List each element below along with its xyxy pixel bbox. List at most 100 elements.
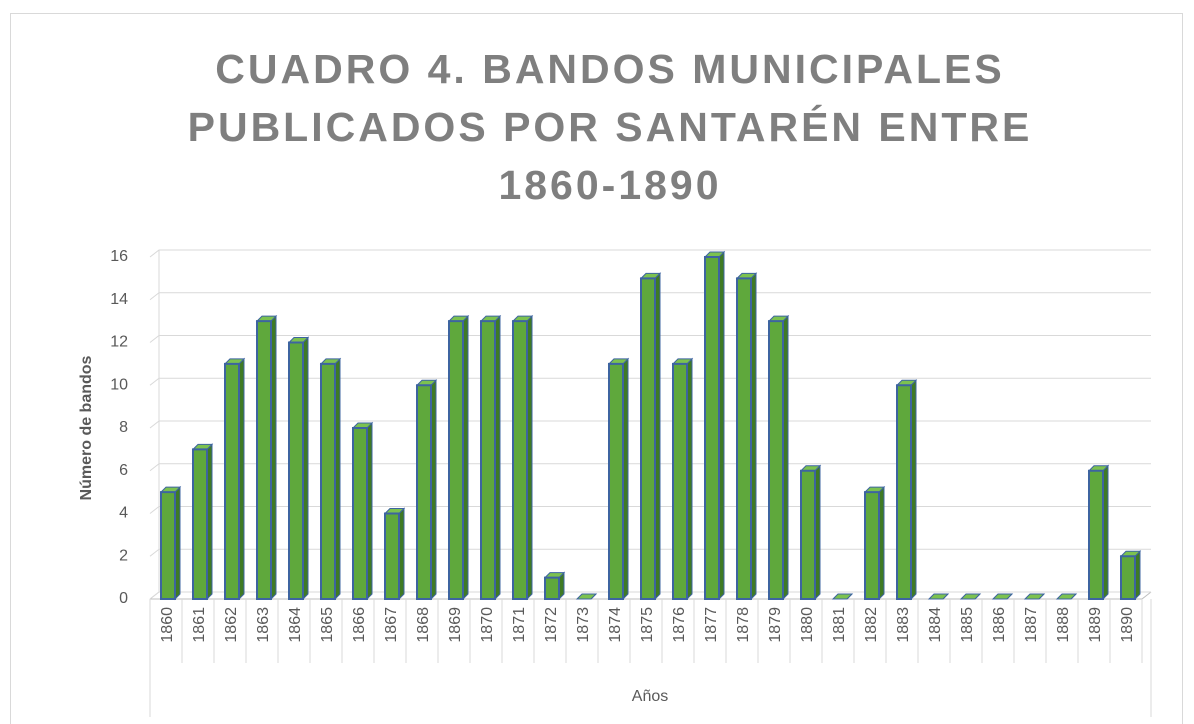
bar — [831, 593, 854, 600]
bar — [255, 314, 278, 601]
grid-line — [149, 249, 1151, 258]
x-tick-label: 1875 — [639, 607, 656, 643]
bar-front — [288, 341, 304, 600]
bar-top — [991, 593, 1014, 600]
x-tick-label: 1885 — [959, 607, 976, 643]
bar-front — [224, 362, 240, 600]
bar — [191, 443, 214, 601]
x-tick-label: 1863 — [255, 607, 272, 643]
bar — [959, 593, 982, 600]
bar — [639, 272, 662, 601]
bar-front — [352, 427, 368, 600]
bar — [799, 464, 822, 601]
bar — [863, 485, 886, 601]
bar — [287, 336, 310, 601]
bar — [735, 272, 758, 601]
bar-top — [831, 593, 854, 600]
bar — [895, 379, 918, 601]
bar-front — [896, 384, 912, 600]
bar-front — [672, 362, 688, 600]
bar — [1023, 593, 1046, 600]
bar-front — [192, 448, 208, 600]
grid-line — [149, 377, 1151, 386]
bar-top — [959, 593, 982, 600]
bar-front — [384, 512, 400, 600]
bar-front — [256, 320, 272, 600]
bar — [575, 593, 598, 600]
bar — [383, 507, 406, 601]
x-tick-label: 1890 — [1119, 607, 1136, 643]
bar-top — [1023, 593, 1046, 600]
bar — [671, 357, 694, 601]
x-tick-label: 1879 — [767, 607, 784, 643]
grid-line — [149, 463, 1151, 472]
x-tick-label: 1867 — [383, 607, 400, 643]
y-tick-label: 14 — [110, 291, 128, 308]
x-axis-title: Años — [632, 688, 668, 705]
x-tick-label: 1862 — [223, 607, 240, 643]
bar — [351, 421, 374, 601]
bar-front — [448, 320, 464, 600]
bar — [1087, 464, 1110, 601]
bar-front — [1088, 469, 1104, 600]
y-tick-label: 12 — [110, 334, 128, 351]
x-tick-label: 1865 — [319, 607, 336, 643]
y-tick-label: 10 — [110, 376, 128, 393]
bar — [223, 357, 246, 601]
x-tick-label: 1870 — [479, 607, 496, 643]
y-tick-label: 4 — [119, 505, 128, 522]
grid-line — [149, 335, 1151, 343]
bar-front — [416, 384, 432, 600]
x-tick-label: 1866 — [351, 607, 368, 643]
x-tick-label: 1872 — [543, 607, 560, 643]
bar-front — [320, 362, 336, 600]
y-tick-label: 0 — [119, 590, 128, 607]
y-axis-title: Número de bandos — [78, 355, 95, 500]
bar-front — [480, 320, 496, 600]
bar — [927, 593, 950, 600]
x-tick-label: 1881 — [831, 607, 848, 643]
grid-line — [149, 292, 1151, 301]
y-tick-label: 2 — [119, 547, 128, 564]
x-tick-label: 1877 — [703, 607, 720, 643]
bar — [319, 357, 342, 601]
x-tick-label: 1880 — [799, 607, 816, 643]
chart-title: CUADRO 4. BANDOS MUNICIPALES PUBLICADOS … — [187, 46, 1033, 208]
bar-front — [1120, 555, 1136, 600]
bar — [543, 571, 566, 601]
bar-front — [864, 491, 880, 600]
bar-top — [1055, 593, 1078, 600]
bar-top — [927, 593, 950, 600]
x-tick-label: 1860 — [159, 607, 176, 643]
bar-front — [704, 256, 720, 600]
y-tick-label: 6 — [119, 462, 128, 479]
bar — [511, 314, 534, 601]
x-tick-label: 1873 — [575, 607, 592, 643]
y-tick-label: 16 — [110, 248, 128, 265]
bar — [447, 314, 470, 601]
bar — [479, 314, 502, 601]
x-tick-label: 1861 — [191, 607, 208, 643]
bar-front — [640, 277, 656, 600]
bar — [703, 250, 726, 601]
bar — [991, 593, 1014, 600]
x-tick-label: 1874 — [607, 607, 624, 643]
bar-top — [575, 593, 598, 600]
bar — [607, 357, 630, 601]
chart-border — [10, 13, 1183, 724]
bar — [159, 485, 182, 601]
bar-front — [768, 320, 784, 600]
bar — [415, 379, 438, 601]
x-tick-label: 1888 — [1055, 607, 1072, 643]
y-tick-label: 8 — [119, 419, 128, 436]
bar-front — [736, 277, 752, 600]
x-tick-label: 1886 — [991, 607, 1008, 643]
bar-front — [608, 362, 624, 600]
bar-front — [544, 576, 560, 600]
bar — [767, 314, 790, 601]
grid-line — [149, 420, 1151, 429]
x-tick-label: 1864 — [287, 607, 304, 643]
bar — [1119, 550, 1142, 601]
